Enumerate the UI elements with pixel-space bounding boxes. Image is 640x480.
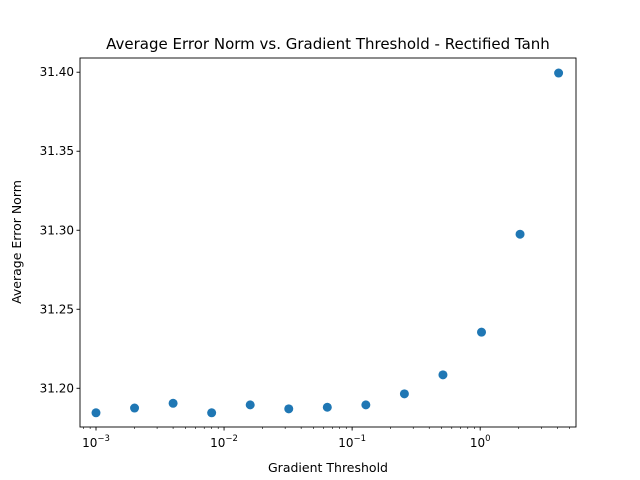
data-point [91,408,101,418]
data-point [322,402,332,412]
data-point [361,400,371,410]
y-axis-label: Average Error Norm [9,180,24,304]
x-tick-label: 10−1 [338,434,366,450]
data-point [284,404,294,414]
data-point [207,408,217,418]
y-tick-label: 31.30 [40,223,74,237]
chart-title: Average Error Norm vs. Gradient Threshol… [106,35,550,53]
y-tick-label: 31.35 [40,144,74,158]
plot-area: 10−3 10−2 10−1 100 31.20 31.25 31.30 31.35 31.40 [40,57,577,450]
data-point [515,229,525,239]
x-tick-label: 100 [470,434,491,450]
axes-frame [79,57,577,428]
data-point [399,389,409,399]
y-tick-label: 31.20 [40,381,74,395]
data-point [477,327,487,337]
data-point [245,400,255,410]
x-axis-label: Gradient Threshold [268,460,388,475]
data-point [130,403,140,413]
data-point [554,68,564,78]
y-tick-label: 31.25 [40,302,74,316]
x-tick-label: 10−2 [210,434,238,450]
y-tick-label: 31.40 [40,65,74,79]
data-point [168,398,178,408]
data-point [438,370,448,380]
x-tick-label: 10−3 [82,434,110,450]
